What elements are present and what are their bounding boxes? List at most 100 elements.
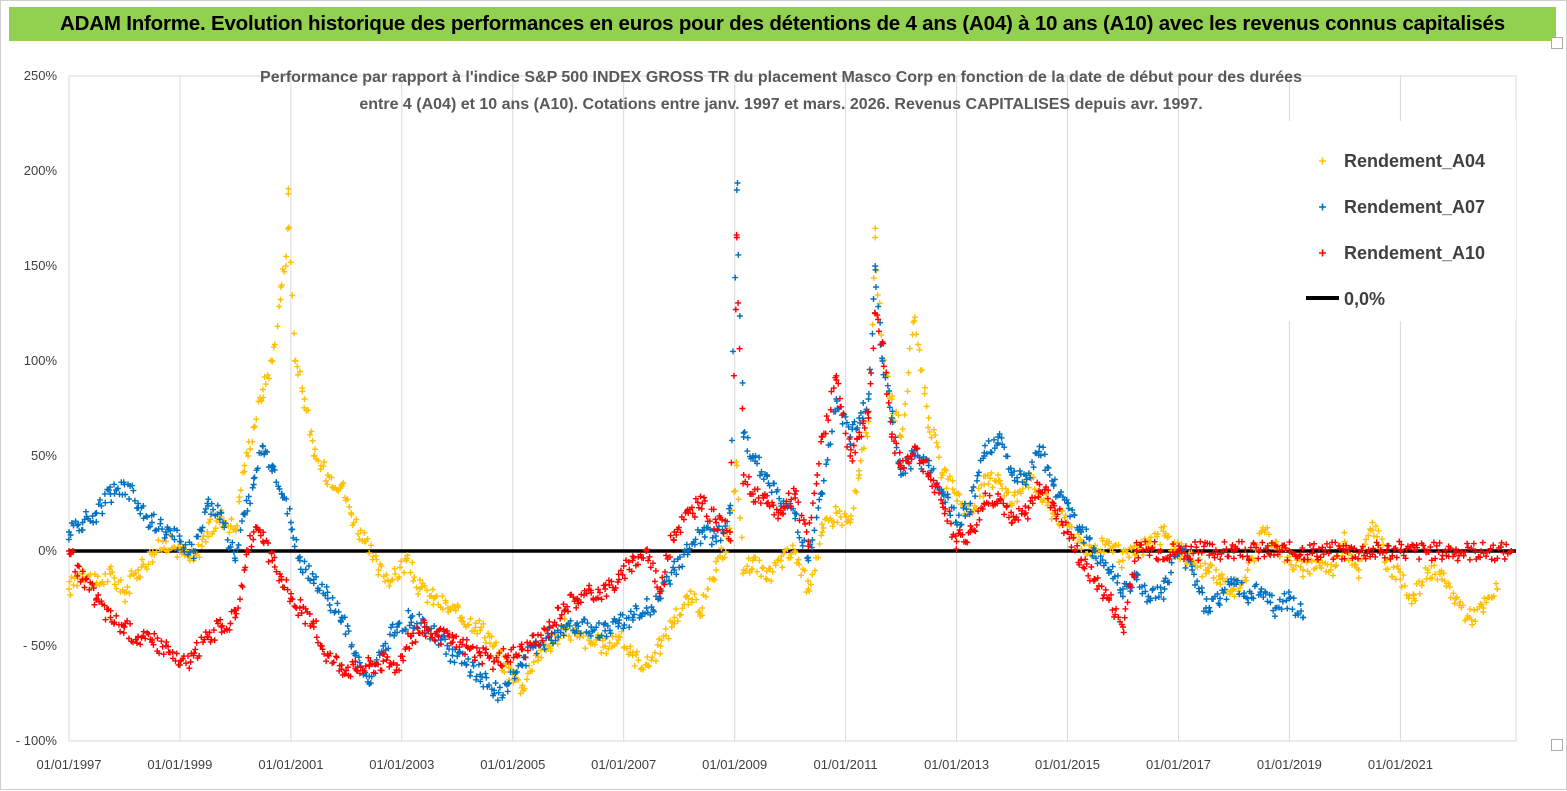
data-point <box>749 557 756 564</box>
legend-label: 0,0% <box>1344 289 1385 309</box>
data-point <box>733 234 740 241</box>
data-point <box>269 358 276 364</box>
data-point <box>602 586 609 592</box>
data-point <box>898 472 905 478</box>
data-point <box>740 472 747 478</box>
data-point <box>805 538 812 545</box>
data-point <box>148 519 155 526</box>
data-point <box>93 582 100 589</box>
report-banner: ADAM Informe. Evolution historique des p… <box>9 7 1556 41</box>
x-tick-label: 01/01/2021 <box>1368 757 1433 772</box>
data-point <box>435 633 442 640</box>
data-point <box>1009 500 1016 507</box>
data-point <box>190 652 197 659</box>
data-point <box>162 643 169 649</box>
data-point <box>348 510 355 516</box>
resize-handle-bottom-right[interactable] <box>1551 739 1563 751</box>
data-point <box>1341 538 1348 545</box>
data-point <box>232 614 239 621</box>
data-point <box>856 472 863 478</box>
data-point <box>486 633 493 640</box>
data-point <box>1119 586 1126 592</box>
data-point <box>491 690 498 697</box>
data-point <box>324 595 331 602</box>
legend-label: Rendement_A10 <box>1344 243 1485 263</box>
data-point <box>699 605 706 611</box>
data-point <box>162 538 169 545</box>
data-point <box>1050 500 1057 507</box>
data-point <box>241 567 248 573</box>
data-point <box>449 652 456 659</box>
data-point <box>967 500 974 507</box>
legend-label: Rendement_A07 <box>1344 197 1485 217</box>
data-point <box>888 415 895 421</box>
data-point <box>107 570 114 577</box>
data-point <box>121 624 128 630</box>
data-point <box>1355 567 1362 573</box>
data-point <box>791 491 798 497</box>
data-point <box>1064 500 1071 507</box>
data-point <box>1216 595 1223 602</box>
data-point <box>763 500 770 507</box>
data-point <box>939 491 946 497</box>
data-point <box>1105 567 1112 573</box>
data-point <box>1105 595 1112 602</box>
data-point <box>733 187 740 193</box>
x-tick-label: 01/01/2013 <box>924 757 989 772</box>
data-point <box>898 462 905 469</box>
resize-handle-top-right[interactable] <box>1551 37 1563 49</box>
data-point <box>657 595 664 602</box>
data-point <box>278 491 285 497</box>
data-point <box>872 263 879 269</box>
x-tick-label: 01/01/2011 <box>814 757 878 772</box>
data-point <box>981 481 988 488</box>
data-point <box>1119 557 1126 564</box>
data-point <box>671 529 678 535</box>
x-tick-label: 01/01/2005 <box>480 757 545 772</box>
data-point <box>629 557 636 564</box>
data-point <box>1480 605 1487 611</box>
data-point <box>417 586 424 592</box>
data-point <box>833 377 840 383</box>
data-point <box>777 510 784 516</box>
data-point <box>763 472 770 478</box>
data-point <box>967 529 974 535</box>
data-point <box>1091 548 1098 554</box>
data-point <box>532 639 539 646</box>
data-point <box>444 605 451 611</box>
data-point <box>287 595 294 602</box>
data-point <box>888 396 895 402</box>
data-point <box>361 538 368 545</box>
x-tick-label: 01/01/1997 <box>36 757 101 772</box>
data-point <box>1078 529 1085 535</box>
data-point <box>366 681 373 687</box>
data-point <box>66 586 72 592</box>
data-point <box>380 643 387 649</box>
data-point <box>250 481 257 488</box>
data-point <box>176 538 183 545</box>
data-point <box>847 519 854 526</box>
data-point <box>287 519 294 526</box>
data-point <box>1286 595 1293 602</box>
data-point <box>819 491 826 497</box>
data-point <box>1438 576 1445 583</box>
data-point <box>615 633 622 640</box>
data-point <box>777 500 784 507</box>
data-point <box>1452 548 1459 554</box>
data-point <box>1203 567 1209 573</box>
data-point <box>259 443 266 450</box>
y-tick-label: 250% <box>24 68 58 83</box>
data-point <box>338 481 345 488</box>
data-point <box>1341 548 1348 554</box>
data-point <box>1009 519 1016 526</box>
data-point <box>278 576 285 583</box>
data-point <box>574 595 581 602</box>
data-point <box>310 576 317 583</box>
data-point <box>1327 567 1334 573</box>
data-point <box>232 557 239 564</box>
x-tick-label: 01/01/2015 <box>1035 757 1100 772</box>
y-tick-label: 0% <box>38 543 57 558</box>
data-point <box>375 567 382 573</box>
data-point <box>296 605 303 611</box>
